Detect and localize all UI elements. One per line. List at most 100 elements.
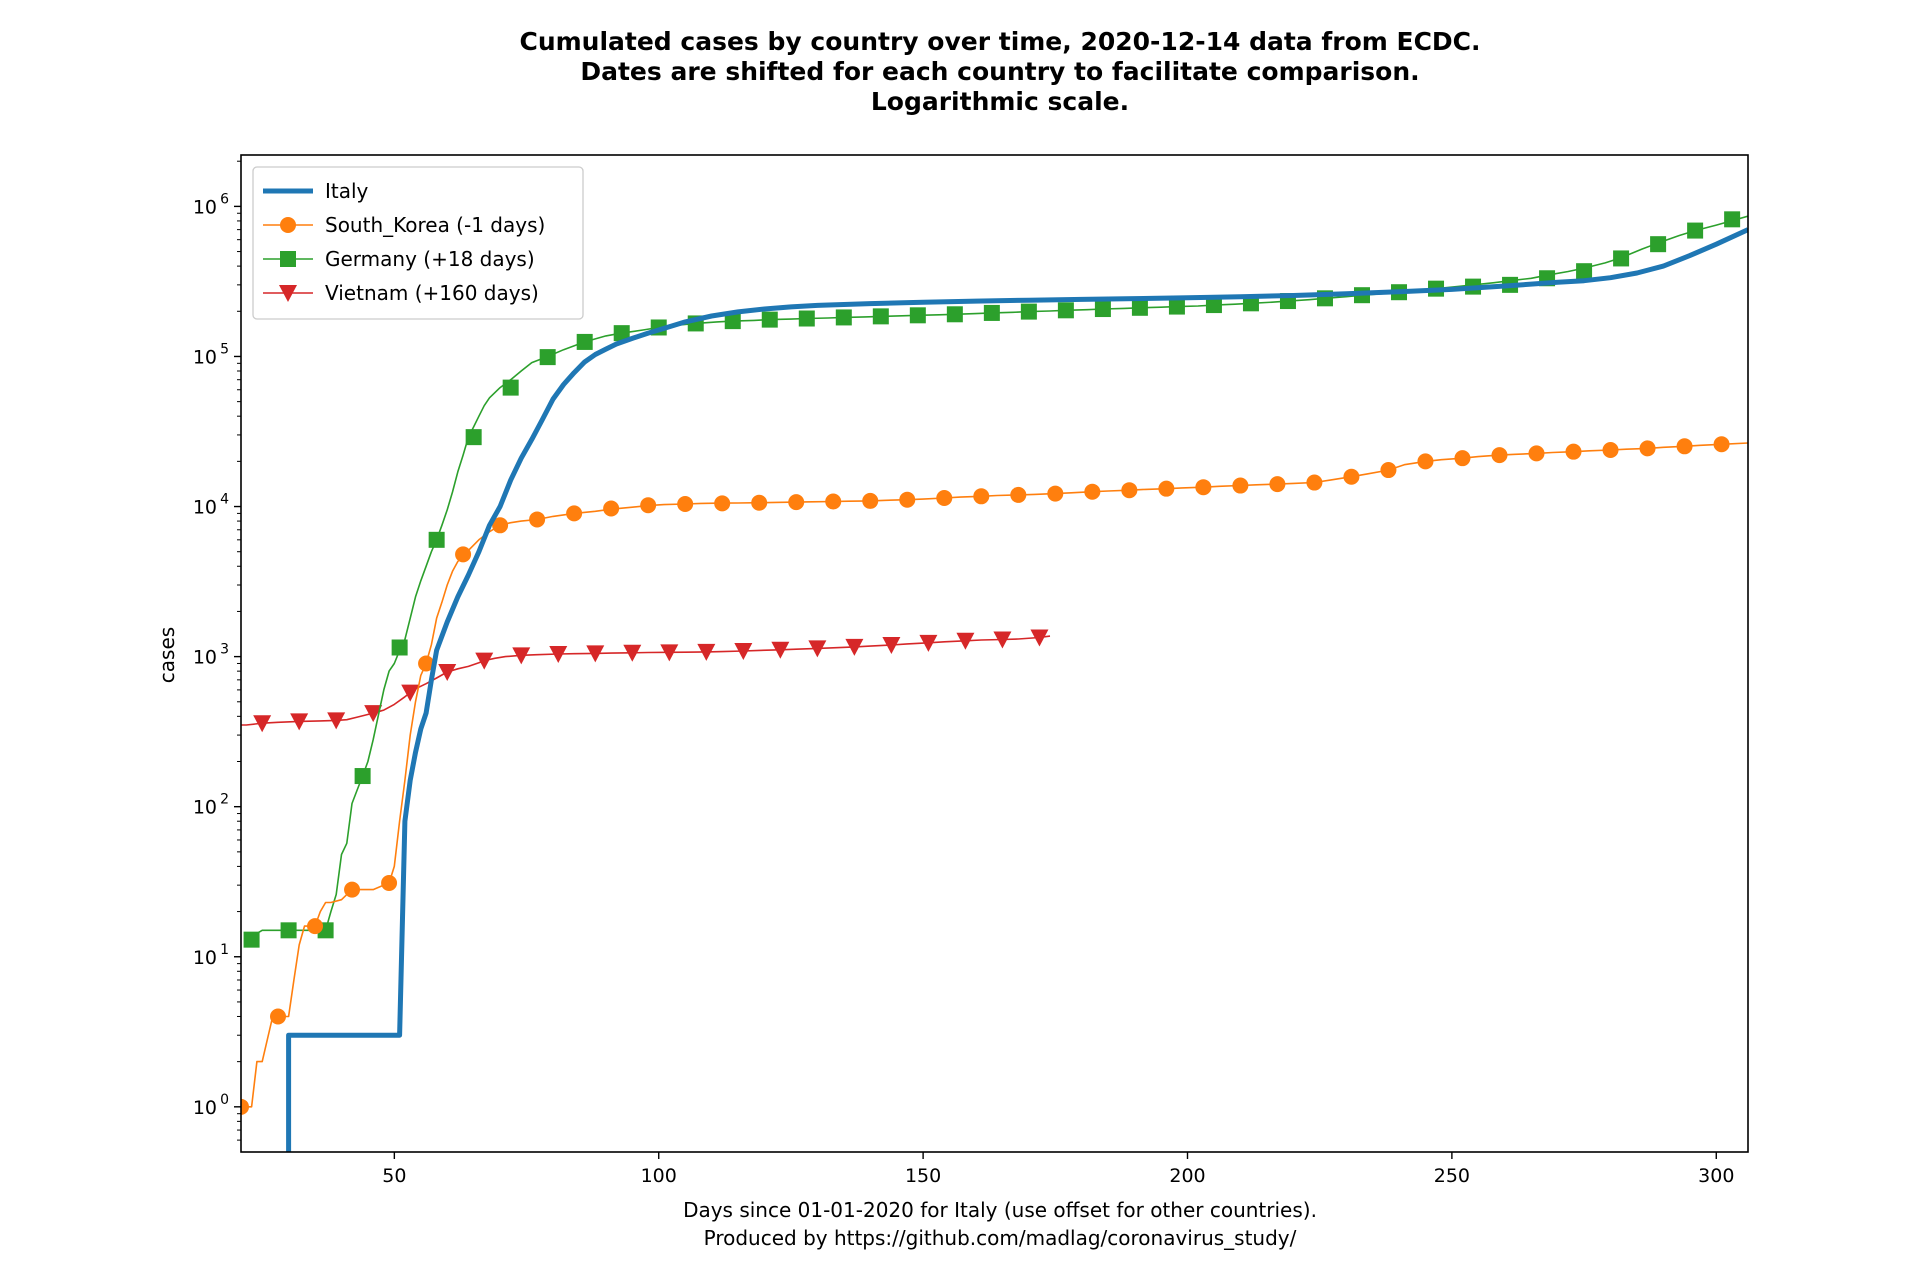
data-point-vietnam [549,646,568,664]
y-tick-label-base: 10 [193,497,217,519]
data-point-south_korea [936,489,953,506]
data-point-south_korea [1565,443,1582,460]
data-point-germany [946,306,963,323]
data-point-south_korea [344,881,361,898]
data-point-south_korea [1639,440,1656,457]
data-point-germany [1094,301,1111,318]
x-tick-label: 200 [1169,1165,1205,1187]
legend-label-south_korea: South_Korea (-1 days) [325,213,545,237]
y-tick-label-exponent: 2 [220,792,229,808]
data-point-germany [1724,211,1741,228]
series-vietnam [241,629,1051,733]
legend-marker-vietnam [279,285,297,302]
data-point-south_korea [241,1098,249,1115]
data-point-south_korea [455,546,472,563]
data-point-vietnam [438,663,457,681]
y-tick-label-base: 10 [193,346,217,368]
data-point-vietnam [882,636,901,654]
data-point-germany [1576,263,1593,280]
data-point-germany [1613,250,1630,267]
data-point-vietnam [993,631,1012,649]
data-point-germany [354,768,371,785]
data-point-south_korea [1269,476,1286,493]
x-tick-label: 250 [1434,1165,1470,1187]
data-point-south_korea [825,493,842,510]
data-point-vietnam [919,634,938,652]
legend-item-italy: Italy [263,179,369,203]
data-point-germany [1020,303,1037,320]
data-point-south_korea [603,500,620,517]
y-tick-label: 10 2 [193,792,229,819]
data-point-vietnam [1030,629,1049,647]
y-tick-label-exponent: 6 [220,191,229,207]
data-point-germany [391,639,408,656]
x-axis-label-line-1: Days since 01-01-2020 for Italy (use off… [683,1198,1317,1222]
data-point-south_korea [1676,438,1693,455]
data-point-vietnam [290,713,309,731]
series-south_korea [241,436,1748,1115]
y-tick-label-exponent: 4 [220,492,229,508]
series-line-italy [286,227,1748,1152]
data-point-germany [983,304,1000,321]
data-point-south_korea [751,494,768,511]
data-point-vietnam [327,712,346,730]
y-tick-label-base: 10 [193,647,217,669]
legend-label-vietnam: Vietnam (+160 days) [325,281,539,305]
data-point-vietnam [845,638,864,656]
legend-marker-south_korea [280,217,296,233]
chart-title-line-1: Cumulated cases by country over time, 20… [519,27,1480,56]
y-tick-label: 10 1 [193,942,229,969]
data-point-south_korea [307,918,324,935]
data-point-south_korea [1306,474,1323,491]
data-point-south_korea [1121,482,1138,499]
data-point-vietnam [808,640,827,658]
data-point-south_korea [418,655,435,672]
data-point-south_korea [862,492,879,509]
plot-area [241,211,1748,1152]
data-point-south_korea [1417,453,1434,470]
data-point-germany [1205,297,1222,314]
chart-title-line-3: Logarithmic scale. [871,87,1129,116]
y-axis-label: cases [155,627,179,683]
legend-box [252,166,584,320]
y-tick-label-exponent: 3 [220,642,229,658]
data-point-south_korea [1454,450,1471,467]
y-tick-label-base: 10 [193,947,217,969]
y-tick-label: 10 4 [193,492,229,519]
data-point-germany [465,429,482,446]
data-point-germany [576,333,593,350]
data-point-south_korea [1158,480,1175,497]
y-tick-label-exponent: 1 [220,942,229,958]
data-point-vietnam [401,684,420,702]
data-point-south_korea [788,494,805,511]
data-point-germany [724,313,741,330]
y-tick-label: 10 0 [193,1092,229,1119]
data-point-south_korea [714,495,731,512]
data-point-vietnam [512,647,531,665]
chart-title-line-2: Dates are shifted for each country to fa… [580,57,1419,86]
data-point-germany [502,379,519,396]
data-point-south_korea [1084,483,1101,500]
data-point-germany [428,531,445,548]
y-tick-label: 10 3 [193,642,229,669]
data-point-south_korea [1491,447,1508,464]
data-point-germany [1650,236,1667,253]
data-point-south_korea [381,875,398,892]
data-point-vietnam [734,642,753,660]
y-tick-label-base: 10 [193,1097,217,1119]
x-tick-label: 150 [905,1165,941,1187]
data-point-vietnam [364,705,383,723]
data-point-germany [798,310,815,327]
y-tick-label: 10 5 [193,341,229,368]
y-tick-label-exponent: 5 [220,341,229,357]
data-point-south_korea [1047,485,1064,502]
data-point-south_korea [973,488,990,505]
legend-item-vietnam: Vietnam (+160 days) [263,281,539,305]
data-point-vietnam [475,652,494,670]
legend-item-germany: Germany (+18 days) [263,247,535,271]
data-point-south_korea [1602,442,1619,459]
data-point-south_korea [677,495,694,512]
legend-label-italy: Italy [325,179,369,203]
